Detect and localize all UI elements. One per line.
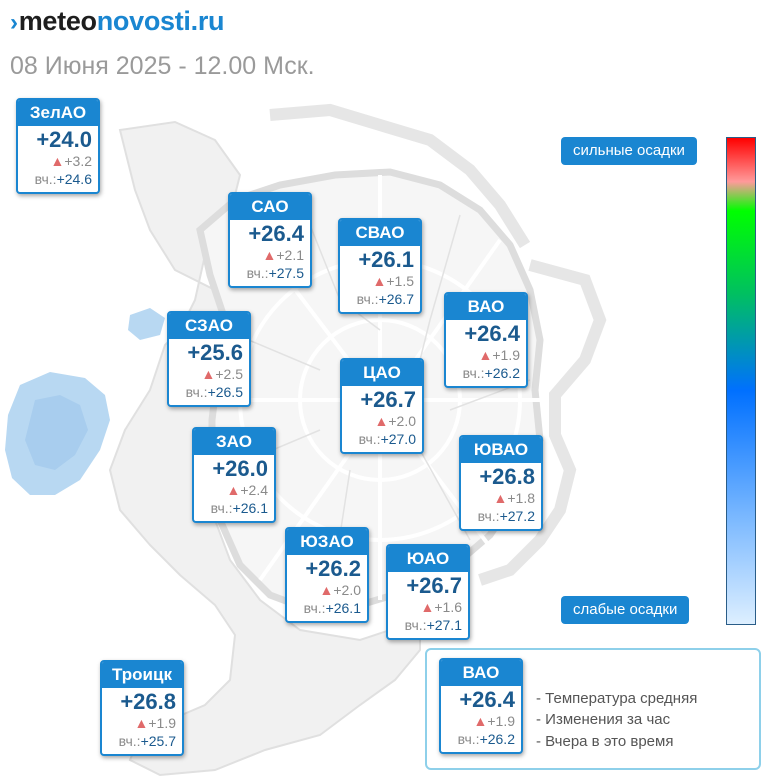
- district-card-sao[interactable]: САО +26.4 ▲+2.1 вч.:+27.5: [228, 192, 312, 288]
- district-name: СВАО: [340, 220, 420, 246]
- yesterday-label: вч.:: [356, 291, 379, 307]
- legend-item-avg-temp: - Температура средняя: [536, 690, 698, 707]
- heavy-precip-label: сильные осадки: [561, 137, 697, 165]
- change-up-icon: ▲: [226, 482, 241, 498]
- change-up-icon: ▲: [50, 153, 65, 169]
- yesterday-label: вч.:: [358, 431, 381, 447]
- hourly-change: +1.8: [507, 490, 535, 506]
- yesterday-temp: +26.5: [207, 384, 243, 400]
- region-top: [269, 103, 531, 249]
- district-card-uvao[interactable]: ЮВАО +26.8 ▲+1.8 вч.:+27.2: [459, 435, 543, 531]
- district-card-troitsk[interactable]: Троицк +26.8 ▲+1.9 вч.:+25.7: [100, 660, 184, 756]
- avg-temperature: +24.0: [36, 127, 92, 152]
- district-card-uzao[interactable]: ЮЗАО +26.2 ▲+2.0 вч.:+26.1: [285, 527, 369, 623]
- avg-temperature: +26.1: [358, 247, 414, 272]
- change-up-icon: ▲: [372, 273, 387, 289]
- yesterday-temp: +26.2: [484, 365, 520, 381]
- yesterday-label: вч.:: [477, 508, 500, 524]
- change-up-icon: ▲: [262, 247, 277, 263]
- district-name: ЮАО: [388, 546, 468, 572]
- logo-mark-icon: ›: [10, 9, 18, 36]
- forecast-date: 08 Июня 2025 - 12.00 Мск.: [10, 52, 315, 80]
- avg-temperature: +26.8: [120, 689, 176, 714]
- district-name: Троицк: [102, 662, 182, 688]
- legend-item-yesterday: - Вчера в это время: [536, 733, 674, 750]
- light-precip-label: слабые осадки: [561, 596, 690, 624]
- avg-temperature: +26.7: [360, 387, 416, 412]
- yesterday-temp: +27.5: [268, 265, 304, 281]
- change-up-icon: ▲: [374, 413, 389, 429]
- yesterday-temp: +26.2: [479, 731, 515, 747]
- yesterday-label: вч.:: [246, 265, 269, 281]
- hourly-change: +2.5: [215, 366, 243, 382]
- avg-temperature: +26.4: [459, 687, 515, 712]
- district-name: СЗАО: [169, 313, 249, 339]
- change-up-icon: ▲: [478, 347, 493, 363]
- hourly-change: +1.6: [434, 599, 462, 615]
- yesterday-label: вч.:: [404, 617, 427, 633]
- change-up-icon: ▲: [493, 490, 508, 506]
- yesterday-label: вч.:: [185, 384, 208, 400]
- district-card-uao[interactable]: ЮАО +26.7 ▲+1.6 вч.:+27.1: [386, 544, 470, 640]
- yesterday-temp: +25.7: [140, 733, 176, 749]
- change-up-icon: ▲: [420, 599, 435, 615]
- yesterday-label: вч.:: [457, 731, 480, 747]
- legend-item-hourly-change: - Изменения за час: [536, 711, 671, 728]
- hourly-change: +1.9: [148, 715, 176, 731]
- yesterday-label: вч.:: [210, 500, 233, 516]
- hourly-change: +2.4: [240, 482, 268, 498]
- change-up-icon: ▲: [201, 366, 216, 382]
- district-card-svao[interactable]: СВАО +26.1 ▲+1.5 вч.:+26.7: [338, 218, 422, 314]
- avg-temperature: +25.6: [187, 340, 243, 365]
- legend-sample-card: ВАО +26.4 ▲+1.9 вч.:+26.2: [439, 658, 523, 754]
- change-up-icon: ▲: [319, 582, 334, 598]
- district-name: ЗАО: [194, 429, 274, 455]
- hourly-change: +2.1: [276, 247, 304, 263]
- reservoir-water: [128, 308, 165, 340]
- region-edge: [478, 259, 607, 586]
- district-card-vao[interactable]: ВАО +26.4 ▲+1.9 вч.:+26.2: [444, 292, 528, 388]
- district-name: САО: [230, 194, 310, 220]
- hourly-change: +1.9: [492, 347, 520, 363]
- precipitation-scale: [726, 137, 756, 625]
- hourly-change: +2.0: [333, 582, 361, 598]
- avg-temperature: +26.7: [406, 573, 462, 598]
- district-card-zelao[interactable]: ЗелАО +24.0 ▲+3.2 вч.:+24.6: [16, 98, 100, 194]
- avg-temperature: +26.8: [479, 464, 535, 489]
- district-card-zao[interactable]: ЗАО +26.0 ▲+2.4 вч.:+26.1: [192, 427, 276, 523]
- hourly-change: +1.5: [386, 273, 414, 289]
- yesterday-label: вч.:: [303, 600, 326, 616]
- hourly-change: +3.2: [64, 153, 92, 169]
- yesterday-temp: +26.7: [378, 291, 414, 307]
- district-name: ВАО: [446, 294, 526, 320]
- yesterday-label: вч.:: [34, 171, 57, 187]
- yesterday-temp: +27.2: [499, 508, 535, 524]
- avg-temperature: +26.4: [464, 321, 520, 346]
- hourly-change: +1.9: [487, 713, 515, 729]
- district-card-cao[interactable]: ЦАО +26.7 ▲+2.0 вч.:+27.0: [340, 358, 424, 454]
- change-up-icon: ▲: [473, 713, 488, 729]
- district-name: ЦАО: [342, 360, 422, 386]
- district-name: ВАО: [441, 660, 521, 686]
- district-card-szao[interactable]: СЗАО +25.6 ▲+2.5 вч.:+26.5: [167, 311, 251, 407]
- yesterday-temp: +27.0: [380, 431, 416, 447]
- avg-temperature: +26.4: [248, 221, 304, 246]
- change-up-icon: ▲: [134, 715, 149, 731]
- yesterday-temp: +26.1: [325, 600, 361, 616]
- district-name: ЮВАО: [461, 437, 541, 463]
- yesterday-label: вч.:: [462, 365, 485, 381]
- logo-text-novosti: novosti.ru: [96, 6, 225, 36]
- yesterday-label: вч.:: [118, 733, 141, 749]
- yesterday-temp: +27.1: [426, 617, 462, 633]
- district-name: ЮЗАО: [287, 529, 367, 555]
- avg-temperature: +26.2: [305, 556, 361, 581]
- yesterday-temp: +26.1: [232, 500, 268, 516]
- district-name: ЗелАО: [18, 100, 98, 126]
- logo-text-meteo: meteo: [18, 6, 97, 36]
- hourly-change: +2.0: [388, 413, 416, 429]
- avg-temperature: +26.0: [212, 456, 268, 481]
- yesterday-temp: +24.6: [56, 171, 92, 187]
- site-logo[interactable]: ›meteonovosti.ru: [10, 6, 225, 37]
- lake-deep: [25, 395, 88, 470]
